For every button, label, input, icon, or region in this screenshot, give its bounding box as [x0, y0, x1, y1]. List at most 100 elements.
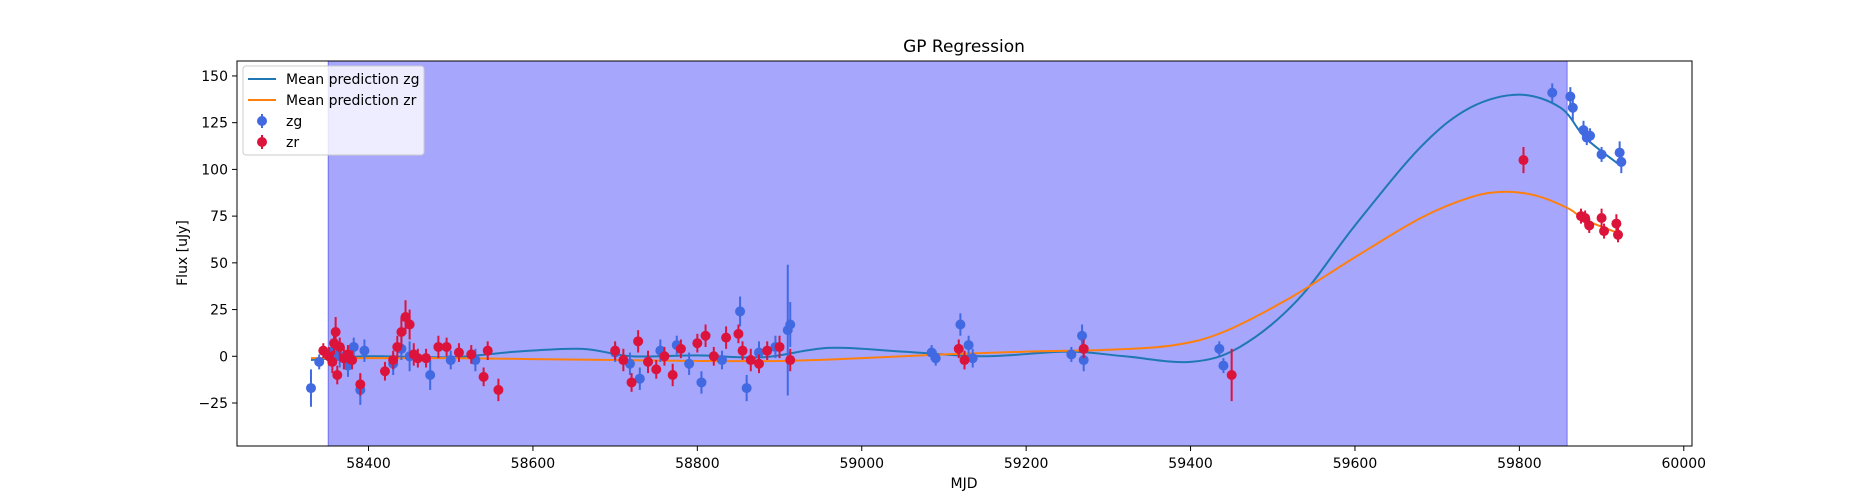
zg-data-point: [741, 383, 752, 394]
zr-data-point: [667, 369, 678, 380]
zg-data-point: [634, 373, 645, 384]
zg-data-point: [1596, 149, 1607, 160]
zr-data-point: [404, 319, 415, 330]
zr-data-point: [692, 338, 703, 349]
zr-data-point: [953, 343, 964, 354]
zr-data-point: [334, 341, 345, 352]
zr-data-point: [1584, 220, 1595, 231]
zg-data-point: [1565, 91, 1576, 102]
zr-data-point: [396, 326, 407, 337]
x-tick-label: 58400: [346, 456, 391, 472]
zg-data-point: [425, 369, 436, 380]
zg-data-point: [348, 341, 359, 352]
zr-data-point: [1613, 229, 1624, 240]
legend-marker-zr: [257, 137, 267, 147]
x-tick-label: 58600: [511, 456, 556, 472]
x-tick-label: 59800: [1497, 456, 1542, 472]
legend-label: zr: [286, 135, 299, 151]
legend-marker-zg: [257, 116, 267, 126]
zg-data-point: [696, 377, 707, 388]
zr-data-point: [675, 343, 686, 354]
zg-data-point: [1066, 349, 1077, 360]
zr-data-point: [762, 345, 773, 356]
x-tick-label: 59400: [1168, 456, 1213, 472]
zr-data-point: [1518, 155, 1529, 166]
zr-data-point: [700, 330, 711, 341]
zr-data-point: [493, 384, 504, 395]
zr-data-point: [721, 332, 732, 343]
zr-data-point: [959, 355, 970, 366]
zg-data-point: [1214, 343, 1225, 354]
y-tick-label: −25: [198, 396, 228, 412]
y-tick-label: 25: [210, 303, 228, 319]
zr-data-point: [1599, 226, 1610, 237]
chart-title: GP Regression: [903, 37, 1025, 57]
zr-data-point: [610, 345, 621, 356]
zg-data-point: [314, 356, 325, 367]
zg-data-point: [445, 355, 456, 366]
plot-area: [305, 61, 1627, 446]
zg-data-point: [1077, 330, 1088, 341]
zr-data-point: [1078, 343, 1089, 354]
legend-box: [242, 65, 425, 156]
zr-data-point: [433, 341, 444, 352]
y-tick-label: 150: [201, 69, 228, 85]
zr-data-point: [327, 356, 338, 367]
x-tick-label: 58800: [675, 456, 720, 472]
zr-data-point: [643, 356, 654, 367]
zg-data-point: [359, 345, 370, 356]
zg-data-point: [1585, 130, 1596, 141]
zr-data-point: [745, 355, 756, 366]
zg-data-point: [735, 306, 746, 317]
zr-data-point: [478, 371, 489, 382]
zr-data-point: [392, 341, 403, 352]
zr-data-point: [733, 328, 744, 339]
zr-data-point: [466, 349, 477, 360]
zr-data-point: [379, 366, 390, 377]
zg-data-point: [1616, 156, 1627, 167]
legend-label: Mean prediction zr: [286, 93, 417, 109]
zr-data-point: [388, 355, 399, 366]
x-tick-label: 60000: [1662, 456, 1707, 472]
y-tick-label: 75: [210, 209, 228, 225]
zr-data-point: [659, 351, 670, 362]
axes: 58400 58600 58800 59000 59200 59400 59600 59800…: [198, 60, 1707, 472]
y-tick-label: 100: [201, 162, 228, 178]
zr-data-point: [412, 353, 423, 364]
zr-data-point: [633, 336, 644, 347]
zg-data-point: [1567, 102, 1578, 113]
zr-data-point: [453, 347, 464, 358]
zr-data-point: [1611, 218, 1622, 229]
zr-data-point: [785, 355, 796, 366]
x-tick-label: 59200: [1004, 456, 1049, 472]
zg-data-point: [1614, 147, 1625, 158]
plot-inner: [305, 61, 1627, 446]
y-tick-label: 0: [219, 349, 228, 365]
zg-data-point: [305, 383, 316, 394]
legend-label: Mean prediction zg: [286, 72, 420, 88]
zg-data-point: [1078, 355, 1089, 366]
zr-data-point: [774, 341, 785, 352]
zr-data-point: [737, 345, 748, 356]
legend-label: zg: [286, 114, 302, 130]
zr-data-point: [1226, 369, 1237, 380]
zr-data-point: [441, 341, 452, 352]
plot-frame: [236, 60, 1693, 447]
zr-data-point: [1580, 212, 1591, 223]
zr-data-point: [421, 353, 432, 364]
series-line-zr: [310, 190, 1619, 363]
zr-data-point: [355, 379, 366, 390]
zg-data-point: [753, 347, 764, 358]
zg-data-point: [955, 319, 966, 330]
zg-data-point: [684, 358, 695, 369]
zr-data-point: [1596, 212, 1607, 223]
zr-data-point: [753, 358, 764, 369]
x-tick-label: 59600: [1333, 456, 1378, 472]
shaded-region: [327, 61, 1568, 446]
zr-data-point: [482, 345, 493, 356]
y-tick-label: 50: [210, 256, 228, 272]
zg-data-point: [967, 353, 978, 364]
zr-data-point: [618, 355, 629, 366]
zr-data-point: [708, 351, 719, 362]
